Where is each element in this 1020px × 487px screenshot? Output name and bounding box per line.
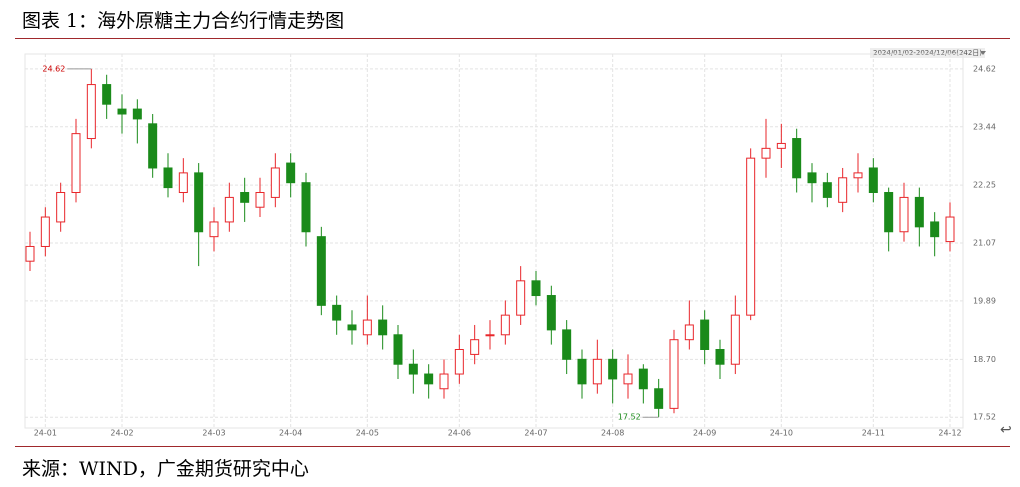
candle-body [393,334,403,365]
candle-body [700,319,710,351]
back-arrow[interactable]: ↩ [1000,422,1012,438]
candle-body [592,358,602,385]
candle-body [270,167,280,198]
candle-body [485,334,495,337]
candle-body [822,182,832,198]
candle-body [623,373,633,385]
candle-body [132,108,142,120]
candle-body [577,358,587,385]
x-tick-label: 24-08 [601,429,624,438]
candle-body [669,339,679,409]
candle-body [25,245,35,262]
candle-body [362,319,372,336]
candle-body [807,172,817,184]
candle-body [332,304,342,321]
range-box [870,48,985,58]
candle-body [838,177,848,203]
x-tick-label: 24-06 [448,429,471,438]
max-label: 24.62 [42,64,65,73]
candle-body [500,314,510,336]
x-tick-label: 24-11 [862,429,885,438]
candle-body [516,280,526,316]
bottom-rule [15,446,1010,447]
title: 图表 1：海外原糖主力合约行情走势图 [22,10,345,32]
candle-body [761,147,771,159]
candle-body [638,368,648,390]
range-label: 2024/01/02-2024/12/06(242日) [873,49,982,57]
candle-body [914,196,924,228]
candle-body [470,339,480,355]
y-tick-label: 21.07 [973,239,996,248]
top-rule [15,38,1010,39]
candle-body [439,373,449,390]
x-tick-label: 24-04 [279,429,302,438]
candle-body [209,221,219,238]
candle-body [792,138,802,179]
candle-body [454,349,464,375]
candle-body [86,84,96,140]
y-tick-label: 17.52 [973,413,996,422]
x-tick-label: 24-09 [693,429,716,438]
y-tick-label: 24.62 [973,64,996,73]
candle-body [117,108,127,115]
x-tick-label: 24-03 [202,429,225,438]
y-tick-label: 23.44 [973,122,996,131]
x-tick-label: 24-10 [770,429,793,438]
candle-body [194,172,204,233]
candle-body [884,192,894,233]
candle-body [608,358,618,380]
y-tick-label: 18.70 [973,355,996,364]
candle-body [163,167,173,189]
y-tick-label: 22.25 [973,181,996,190]
candle-body [40,216,50,247]
candle-body [684,324,694,341]
x-tick-label: 24-01 [34,429,57,438]
candle-body [531,280,541,297]
min-label: 17.52 [618,413,641,422]
candle-body [853,172,863,179]
candle-body [654,388,664,409]
candle-body [178,172,188,194]
candle-body [899,196,909,233]
plot-frame [24,53,964,429]
candle-body [255,192,265,208]
y-tick-label: 19.89 [973,296,996,305]
x-tick-label: 24-02 [110,429,133,438]
candle-body [546,295,556,331]
dropdown-icon[interactable] [980,51,986,55]
candle-body [316,236,326,306]
candle-body [56,192,66,223]
candle-body [286,162,296,184]
candle-body [224,196,234,223]
candle-body [378,319,388,336]
candle-body [71,133,81,194]
candle-body [408,363,418,375]
candle-body [102,84,112,105]
candle-body [240,192,250,203]
candle-body [715,349,725,365]
x-tick-label: 24-07 [524,429,547,438]
candle-body [148,123,158,169]
candle-body [730,314,740,365]
candle-body [424,373,434,385]
x-tick-label: 24-05 [356,429,379,438]
candle-body [562,329,572,360]
source: 来源：WIND，广金期货研究中心 [22,458,309,480]
candle-body [868,167,878,194]
candle-body [776,142,786,149]
candle-body [746,157,756,316]
candle-body [347,324,357,331]
x-tick-label: 24-12 [938,429,961,438]
candle-body [301,182,311,233]
candle-body [945,216,955,243]
candle-body [930,221,940,238]
